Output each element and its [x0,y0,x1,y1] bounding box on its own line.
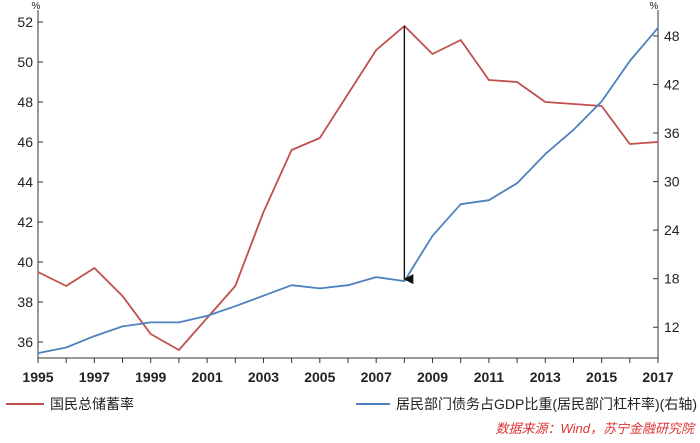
x-tick-label: 2009 [417,369,448,385]
y-left-tick-label: 52 [17,14,33,30]
y-right-tick-label: 48 [664,28,680,44]
y-axis-right-unit: % [650,1,659,12]
y-left-tick-label: 50 [17,54,33,70]
legend-label-household-leverage: 居民部门债务占GDP比重(居民部门杠杆率)(右轴) [396,396,697,412]
y-right-tick-label: 18 [664,271,680,287]
x-tick-label: 2005 [304,369,335,385]
y-right-tick-label: 42 [664,76,680,92]
source-note: 数据来源：Wind，苏宁金融研究院 [495,421,694,436]
legend: 国民总储蓄率 居民部门债务占GDP比重(居民部门杠杆率)(右轴) [6,396,697,412]
legend-label-savings-rate: 国民总储蓄率 [50,396,134,412]
y-left-tick-label: 42 [17,214,33,230]
series-layer [37,25,659,354]
y-right-tick-label: 36 [664,125,680,141]
y-left-tick-label: 48 [17,94,33,110]
x-tick-label: 1999 [135,369,166,385]
y-right-tick-label: 30 [664,174,680,190]
series-line-household-leverage [37,27,659,354]
x-tick-label: 2011 [474,369,505,385]
x-tick-label: 2001 [192,369,223,385]
y-left-tick-label: 36 [17,334,33,350]
y-right-tick-label: 12 [664,319,680,335]
y-axis-left-unit: % [32,1,41,12]
series-line-savings-rate [37,25,659,351]
y-right-tick-label: 24 [664,222,680,238]
x-tick-label: 2017 [642,369,673,385]
y-left-tick-label: 44 [17,174,33,190]
y-left-tick-label: 40 [17,254,33,270]
axes: % % 36 38 40 42 44 46 48 50 52 12 18 24 30 36 42 48 1995 19… [17,1,679,385]
y-left-tick-label: 38 [17,294,33,310]
x-tick-label: 2015 [586,369,617,385]
x-tick-label: 2013 [530,369,561,385]
y-left-tick-label: 46 [17,134,33,150]
x-tick-label: 1995 [22,369,53,385]
x-tick-label: 1997 [79,369,110,385]
x-tick-label: 2007 [361,369,392,385]
x-tick-label: 2003 [248,369,279,385]
